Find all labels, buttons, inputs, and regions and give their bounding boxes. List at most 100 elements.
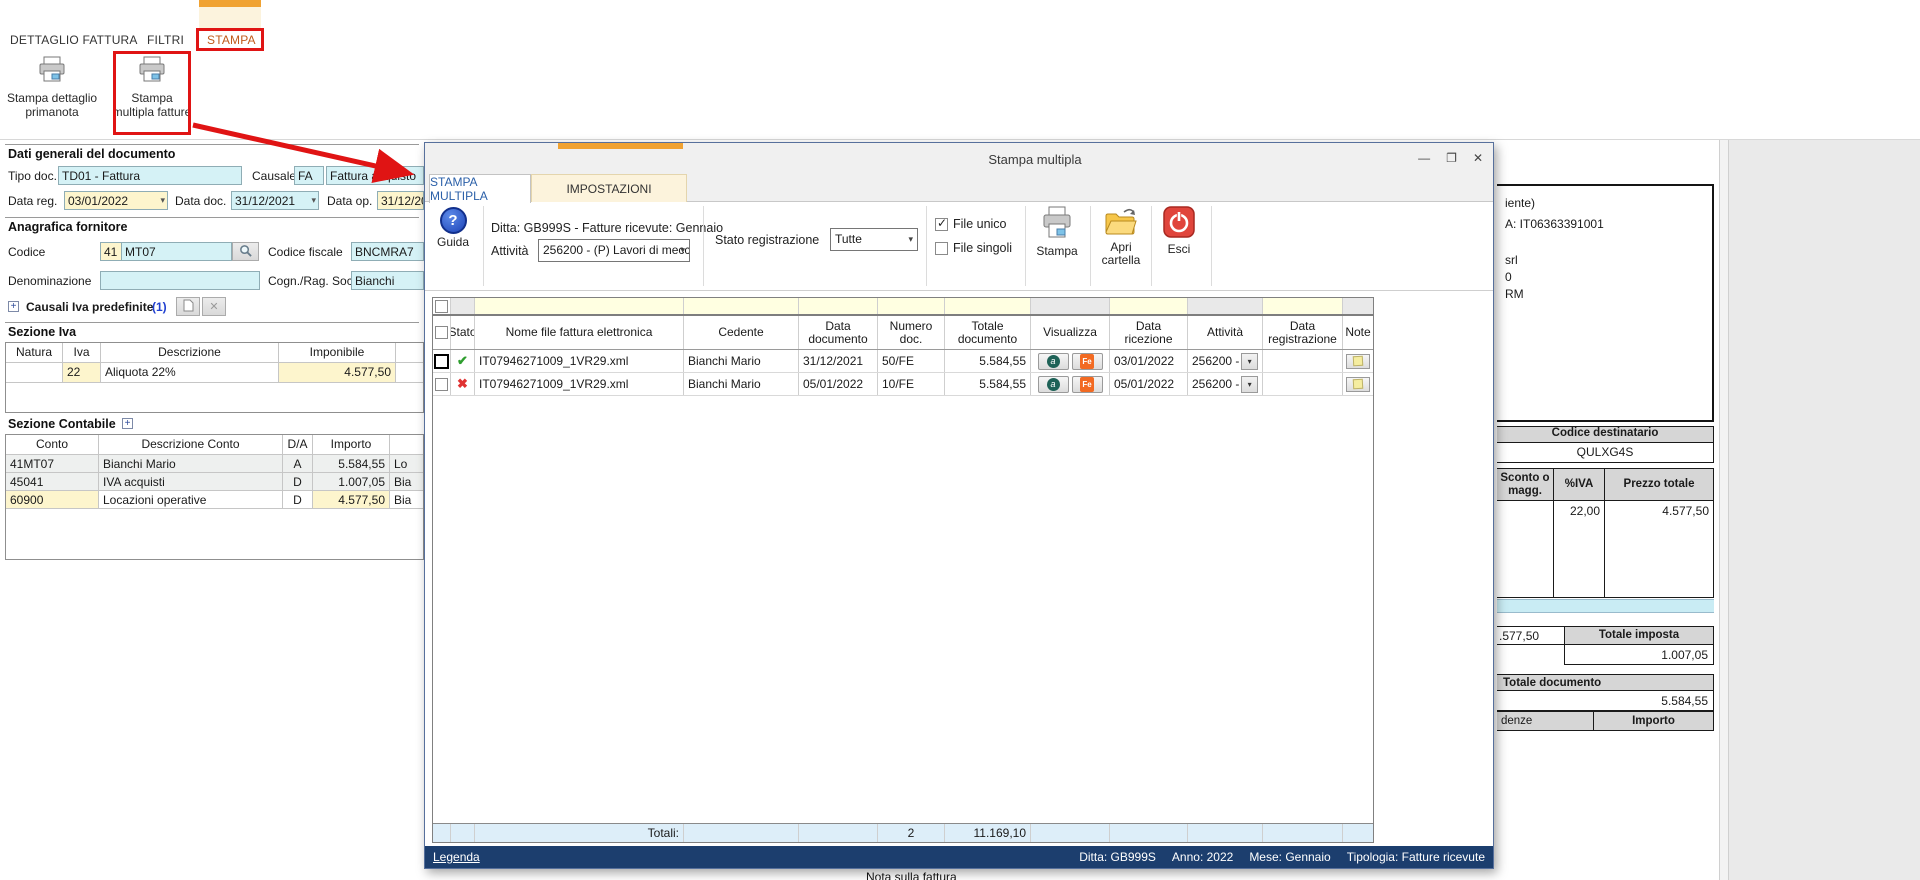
header-checkbox[interactable]: [435, 326, 448, 339]
ribbon: DETTAGLIO FATTURA FILTRI STAMPA Stampa d…: [0, 0, 1920, 140]
attivita-select[interactable]: 256200 - (P) Lavori di meccani ▾: [538, 239, 690, 262]
status-anno: Anno: 2022: [1171, 850, 1234, 864]
invoice-line: RM: [1505, 287, 1524, 301]
guida-button[interactable]: ? Guida: [425, 207, 481, 249]
vertical-scrollbar[interactable]: [1719, 140, 1729, 880]
invoice-line: srl: [1505, 253, 1518, 267]
invoice-line: 0: [1505, 270, 1512, 284]
tab-stampa[interactable]: STAMPA: [207, 33, 256, 47]
cell-descrizione[interactable]: Aliquota 22%: [101, 363, 279, 382]
data-reg-field[interactable]: 03/01/2022 ▾: [64, 191, 168, 210]
denominazione-field[interactable]: [100, 271, 260, 290]
stampa-multipla-fatture-button[interactable]: Stampa multipla fatture: [102, 56, 202, 119]
chevron-down-icon: ▾: [680, 245, 685, 255]
delete-button[interactable]: ✕: [202, 297, 226, 316]
note-button[interactable]: [1346, 353, 1370, 369]
cell-attivita[interactable]: 256200 - ▾: [1188, 373, 1263, 395]
chevron-down-icon[interactable]: ▾: [1241, 352, 1258, 370]
tipo-doc-field[interactable]: TD01 - Fattura: [58, 166, 242, 185]
sezione-iva-table: Natura Iva Descrizione Imponibile 22 Ali…: [5, 342, 424, 413]
col-data-documento: Data documento: [799, 316, 878, 349]
maximize-icon[interactable]: ❐: [1446, 151, 1457, 165]
visualizza-fe-button[interactable]: Fe: [1071, 375, 1103, 393]
tab-stampa-multipla[interactable]: STAMPA MULTIPLA: [429, 174, 531, 203]
new-document-button[interactable]: [176, 297, 200, 316]
x-icon: ✕: [209, 301, 219, 313]
codice-num-field[interactable]: 41: [100, 242, 122, 261]
cell-nome-file: IT07946271009_1VR29.xml: [475, 373, 684, 395]
apri-cartella-button[interactable]: Apri cartella: [1093, 206, 1149, 267]
file-unico-checkbox[interactable]: File unico: [935, 216, 1007, 231]
fattura-elettronica-icon: Fe: [1080, 376, 1094, 392]
esci-button[interactable]: Esci: [1153, 206, 1205, 256]
section-sezione-iva: Sezione Iva: [8, 325, 77, 339]
cell-iva[interactable]: 22: [63, 363, 101, 382]
cogn-rag-label: Cogn./Rag. Soc.: [268, 274, 357, 288]
codice-fiscale-field[interactable]: BNCMRA7: [351, 242, 424, 261]
accent-glow: [199, 7, 261, 28]
checkbox-checked-icon[interactable]: [935, 216, 948, 231]
highlight-strip: [1497, 599, 1714, 613]
exit-icon: [1163, 206, 1195, 241]
codice-field[interactable]: MT07: [121, 242, 232, 261]
cell-imponibile[interactable]: 4.577,50: [279, 363, 396, 382]
tab-impostazioni[interactable]: IMPOSTAZIONI: [531, 174, 687, 202]
printer-icon: [137, 56, 167, 87]
col-cedente: Cedente: [684, 316, 799, 349]
expand-icon[interactable]: +: [122, 418, 133, 429]
visualizza-fe-button[interactable]: Fe: [1071, 352, 1103, 370]
causali-iva-label: Causali Iva predefinite: [26, 300, 154, 314]
close-icon[interactable]: ✕: [1472, 151, 1483, 165]
document-icon: [183, 299, 194, 315]
stato-registrazione-select[interactable]: Tutte ▾: [830, 228, 918, 251]
chevron-down-icon[interactable]: ▾: [1241, 375, 1258, 393]
cogn-rag-field[interactable]: Bianchi: [351, 271, 424, 290]
data-op-field[interactable]: 31/12/2021: [377, 191, 424, 210]
cell-data-registrazione: [1263, 373, 1343, 395]
denominazione-label: Denominazione: [8, 274, 92, 288]
dialog-titlebar: Stampa multipla — ❐ ✕: [425, 143, 1493, 173]
visualizza-assoinvoice-button[interactable]: a: [1037, 375, 1069, 393]
chevron-down-icon[interactable]: ▾: [311, 195, 316, 205]
nota-sulla-fattura-label: Nota sulla fattura: [866, 870, 957, 880]
table-header-row: Natura Iva Descrizione Imponibile: [6, 343, 423, 363]
table-row[interactable]: 22 Aliquota 22% 4.577,50: [6, 363, 423, 383]
tab-dettaglio-fattura[interactable]: DETTAGLIO FATTURA: [10, 33, 138, 47]
file-singoli-checkbox[interactable]: File singoli: [935, 241, 1012, 255]
select-all-checkbox[interactable]: [435, 299, 448, 313]
invoice-line: iente): [1505, 196, 1536, 210]
expand-icon[interactable]: +: [8, 301, 19, 312]
totals-count: 2: [878, 824, 945, 842]
legenda-link[interactable]: Legenda: [433, 850, 480, 864]
tab-filtri[interactable]: FILTRI: [147, 33, 184, 47]
button-label: Stampa dettaglio primanota: [6, 91, 98, 119]
cell-data-ricezione: 05/01/2022: [1110, 373, 1188, 395]
minimize-icon[interactable]: —: [1418, 151, 1431, 165]
col-data-ricezione: Data ricezione: [1110, 316, 1188, 349]
table-row[interactable]: 41MT07 Bianchi Mario A 5.584,55 Lo: [6, 455, 423, 473]
assoinvoice-icon: a: [1046, 377, 1060, 391]
visualizza-assoinvoice-button[interactable]: a: [1037, 352, 1069, 370]
stampa-dettaglio-primanota-button[interactable]: Stampa dettaglio primanota: [2, 56, 102, 119]
row-checkbox-focused[interactable]: [434, 353, 449, 369]
cell-attivita[interactable]: 256200 - ▾: [1188, 350, 1263, 372]
search-button[interactable]: [232, 242, 259, 261]
note-button[interactable]: [1346, 376, 1370, 392]
cell-natura[interactable]: [6, 363, 63, 382]
table-row[interactable]: 60900 Locazioni operative D 4.577,50 Bia: [6, 491, 423, 509]
row-checkbox[interactable]: [435, 377, 448, 391]
filter-row[interactable]: [433, 298, 1373, 316]
scadenze-header-cut: denze: [1497, 711, 1594, 731]
cell-cedente: Bianchi Mario: [684, 350, 799, 372]
stampa-button[interactable]: Stampa: [1027, 206, 1087, 258]
causale-code-field[interactable]: FA: [294, 166, 324, 185]
cell-totale-documento: 5.584,55: [945, 373, 1031, 395]
col-numero-doc: Numero doc.: [878, 316, 945, 349]
table-row[interactable]: ✔ IT07946271009_1VR29.xml Bianchi Mario …: [433, 350, 1373, 373]
data-doc-field[interactable]: 31/12/2021 ▾: [231, 191, 319, 210]
checkbox-icon[interactable]: [935, 241, 948, 255]
causale-label: Causale: [252, 169, 297, 183]
chevron-down-icon[interactable]: ▾: [160, 195, 165, 205]
table-row[interactable]: ✖ IT07946271009_1VR29.xml Bianchi Mario …: [433, 373, 1373, 396]
table-row[interactable]: 45041 IVA acquisti D 1.007,05 Bia: [6, 473, 423, 491]
